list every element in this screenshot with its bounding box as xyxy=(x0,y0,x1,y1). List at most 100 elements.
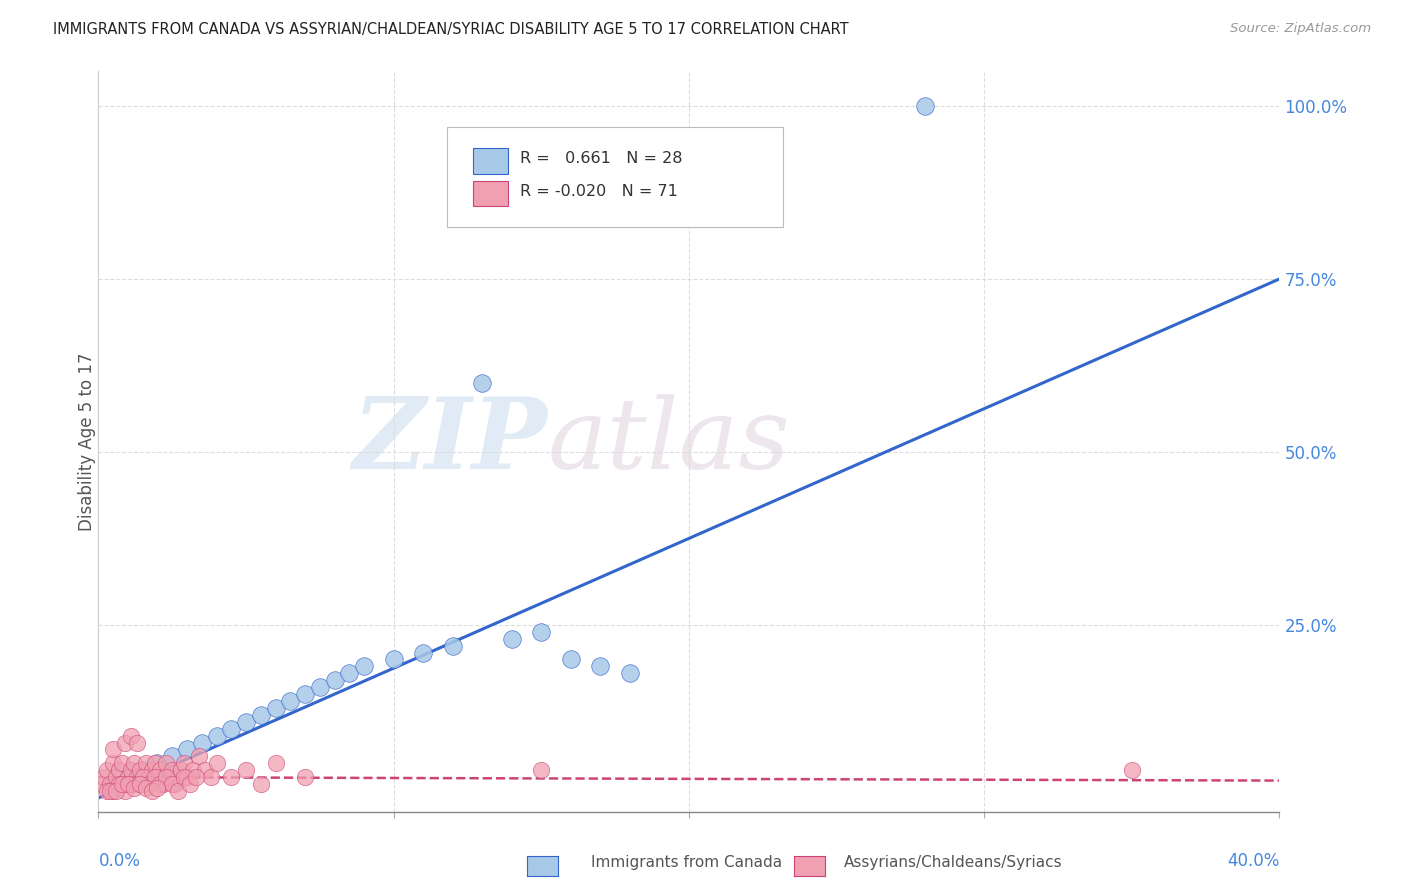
Point xyxy=(191,735,214,749)
Point xyxy=(165,777,187,791)
Point xyxy=(146,756,169,771)
Point xyxy=(235,714,257,729)
FancyBboxPatch shape xyxy=(472,148,508,174)
Point xyxy=(294,770,316,784)
Point xyxy=(589,659,612,673)
Point xyxy=(103,756,125,771)
Point xyxy=(122,756,145,771)
Point xyxy=(560,652,582,666)
Text: Immigrants from Canada: Immigrants from Canada xyxy=(591,855,782,870)
Point xyxy=(294,687,316,701)
Point xyxy=(167,770,190,784)
Point xyxy=(103,777,125,791)
Point xyxy=(146,780,169,795)
Point xyxy=(141,784,163,798)
Point xyxy=(90,777,112,791)
Point xyxy=(353,659,375,673)
Point xyxy=(114,735,136,749)
Point xyxy=(412,646,434,660)
FancyBboxPatch shape xyxy=(472,181,508,206)
Text: IMMIGRANTS FROM CANADA VS ASSYRIAN/CHALDEAN/SYRIAC DISABILITY AGE 5 TO 17 CORREL: IMMIGRANTS FROM CANADA VS ASSYRIAN/CHALD… xyxy=(53,22,849,37)
Point xyxy=(221,722,243,736)
Point xyxy=(152,777,174,791)
Point xyxy=(157,770,180,784)
Point xyxy=(914,99,936,113)
Point xyxy=(264,756,287,771)
Point xyxy=(200,770,222,784)
Point xyxy=(143,770,166,784)
Point xyxy=(103,742,125,756)
Point xyxy=(323,673,346,688)
Point xyxy=(205,756,228,771)
Point xyxy=(155,770,177,784)
Point xyxy=(114,784,136,798)
Point xyxy=(103,784,125,798)
Point xyxy=(176,742,198,756)
Point xyxy=(138,770,160,784)
Point xyxy=(250,707,273,722)
Point xyxy=(146,770,169,784)
Text: Assyrians/Chaldeans/Syriacs: Assyrians/Chaldeans/Syriacs xyxy=(844,855,1062,870)
Point xyxy=(1121,763,1143,777)
Point xyxy=(184,770,207,784)
Point xyxy=(128,763,150,777)
Point xyxy=(250,777,273,791)
Point xyxy=(125,777,148,791)
Point xyxy=(155,756,177,771)
Point xyxy=(125,770,148,784)
Point xyxy=(105,784,128,798)
Point xyxy=(117,770,139,784)
Point xyxy=(125,735,148,749)
Point xyxy=(105,770,128,784)
Point xyxy=(205,729,228,743)
Point xyxy=(114,777,136,791)
Point xyxy=(143,756,166,771)
Point xyxy=(235,763,257,777)
Point xyxy=(441,639,464,653)
Point xyxy=(122,780,145,795)
Point xyxy=(149,777,172,791)
Point xyxy=(120,729,142,743)
Point xyxy=(108,777,131,791)
Point xyxy=(179,777,201,791)
Point xyxy=(149,763,172,777)
Point xyxy=(501,632,523,646)
Text: ZIP: ZIP xyxy=(353,393,547,490)
Point xyxy=(173,770,195,784)
Point xyxy=(132,763,155,777)
Point xyxy=(619,666,641,681)
Point xyxy=(111,777,134,791)
Point xyxy=(135,756,157,771)
Point xyxy=(382,652,405,666)
Point xyxy=(108,763,131,777)
Text: R = -0.020   N = 71: R = -0.020 N = 71 xyxy=(520,184,678,199)
Point xyxy=(162,777,183,791)
Point xyxy=(132,770,155,784)
Point xyxy=(111,756,134,771)
Point xyxy=(117,770,139,784)
Point xyxy=(167,784,190,798)
Point xyxy=(141,763,163,777)
Point xyxy=(98,777,121,791)
Y-axis label: Disability Age 5 to 17: Disability Age 5 to 17 xyxy=(79,352,96,531)
Point xyxy=(181,763,204,777)
Text: 0.0%: 0.0% xyxy=(98,853,141,871)
Text: atlas: atlas xyxy=(547,394,790,489)
Point xyxy=(93,770,115,784)
Point xyxy=(162,749,183,764)
Point xyxy=(221,770,243,784)
Point xyxy=(132,777,155,791)
FancyBboxPatch shape xyxy=(447,127,783,227)
Point xyxy=(187,749,209,764)
Point xyxy=(135,780,157,795)
Point xyxy=(339,666,361,681)
Point xyxy=(120,763,142,777)
Point xyxy=(138,777,160,791)
Point xyxy=(173,756,195,771)
Point xyxy=(264,701,287,715)
Point xyxy=(530,763,553,777)
Text: Source: ZipAtlas.com: Source: ZipAtlas.com xyxy=(1230,22,1371,36)
Point xyxy=(471,376,494,390)
Text: 40.0%: 40.0% xyxy=(1227,853,1279,871)
Point xyxy=(96,784,118,798)
